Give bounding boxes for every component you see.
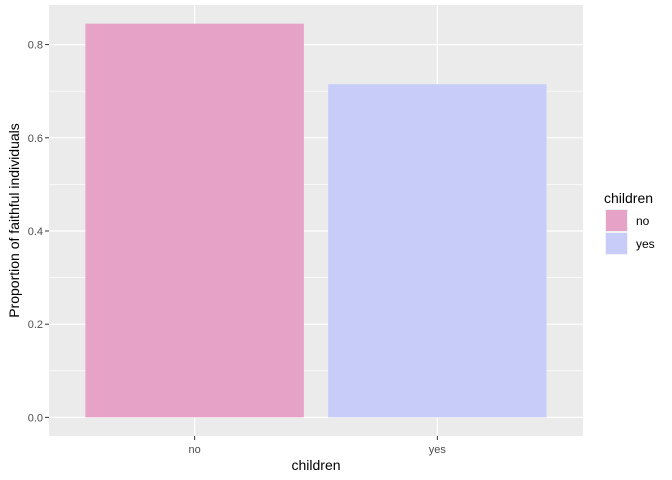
x-tick-label: no — [189, 444, 201, 456]
bars — [85, 23, 547, 418]
legend-title: children — [604, 190, 653, 206]
legend-label: no — [636, 214, 650, 228]
y-axis-ticks: 0.0 0.2 0.4 0.6 0.8 — [28, 40, 49, 424]
y-tick-label: 0.8 — [28, 40, 43, 52]
x-axis-title: children — [291, 457, 340, 473]
bar-yes — [328, 84, 547, 418]
legend-swatch-yes — [606, 233, 627, 254]
y-tick-label: 0.4 — [28, 226, 43, 238]
legend-swatch-no — [606, 210, 627, 231]
y-tick-label: 0.6 — [28, 133, 43, 145]
legend-label: yes — [636, 237, 655, 251]
y-axis-title: Proportion of faithful individuals — [6, 123, 22, 318]
x-tick-label: yes — [429, 444, 447, 456]
bar-no — [85, 23, 304, 418]
x-axis-ticks: no yes — [189, 436, 447, 456]
y-tick-label: 0.2 — [28, 319, 43, 331]
legend: children no yes — [604, 190, 655, 255]
y-tick-label: 0.0 — [28, 412, 43, 424]
